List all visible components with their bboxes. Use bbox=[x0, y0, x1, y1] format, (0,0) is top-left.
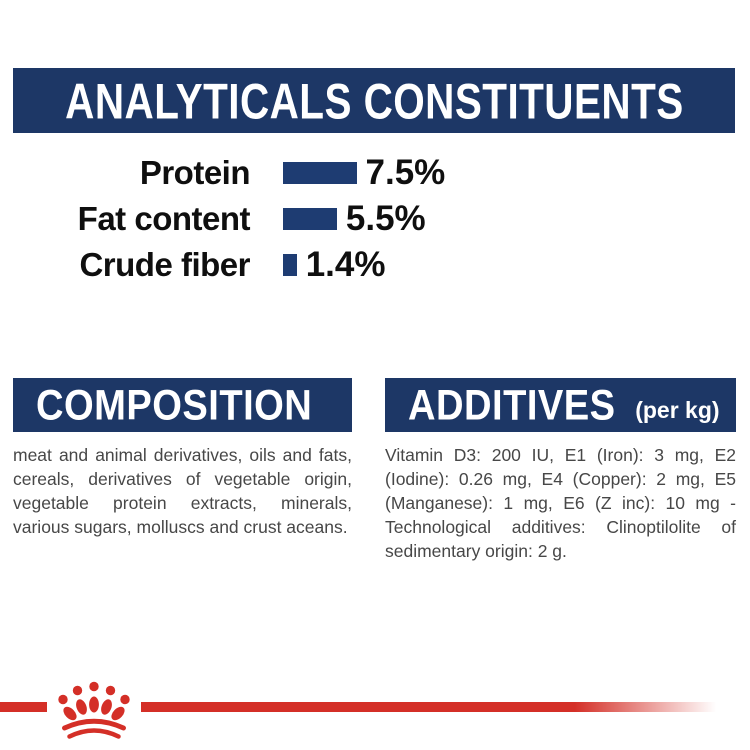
brand-logo bbox=[47, 676, 141, 742]
additives-title-suffix: (per kg) bbox=[635, 396, 720, 423]
additives-title: ADDITIVES bbox=[408, 380, 616, 429]
chart-row-protein: Protein 7.5% bbox=[0, 150, 560, 196]
chart-value: 5.5% bbox=[345, 199, 426, 238]
chart-label: Fat content bbox=[77, 200, 251, 237]
composition-header-bar: COMPOSITION bbox=[13, 378, 352, 432]
chart-bar bbox=[283, 254, 297, 276]
analyticals-header-bar: ANALYTICALS CONSTITUENTS bbox=[13, 68, 735, 133]
chart-label: Protein bbox=[139, 154, 251, 191]
chart-label: Crude fiber bbox=[79, 246, 250, 283]
chart-row-fiber: Crude fiber 1.4% bbox=[0, 242, 560, 288]
additives-section: ADDITIVES (per kg) Vitamin D3: 200 IU, E… bbox=[385, 378, 736, 563]
royal-canin-crown-icon bbox=[58, 681, 130, 739]
constituents-chart: Protein 7.5% Fat content 5.5% Crude fibe… bbox=[0, 150, 560, 288]
chart-value: 7.5% bbox=[365, 153, 446, 192]
chart-bar bbox=[283, 162, 357, 184]
additives-header-bar: ADDITIVES (per kg) bbox=[385, 378, 736, 432]
additives-text: Vitamin D3: 200 IU, E1 (Iron): 3 mg, E2 … bbox=[385, 445, 736, 561]
composition-text: meat and animal derivatives, oils and fa… bbox=[13, 445, 352, 537]
brand-red-line bbox=[0, 702, 746, 712]
chart-row-fat: Fat content 5.5% bbox=[0, 196, 560, 242]
composition-title: COMPOSITION bbox=[36, 380, 313, 429]
chart-bar bbox=[283, 208, 337, 230]
chart-value: 1.4% bbox=[305, 245, 386, 284]
analyticals-title: ANALYTICALS CONSTITUENTS bbox=[64, 72, 684, 129]
composition-section: COMPOSITION meat and animal derivatives,… bbox=[13, 378, 352, 539]
